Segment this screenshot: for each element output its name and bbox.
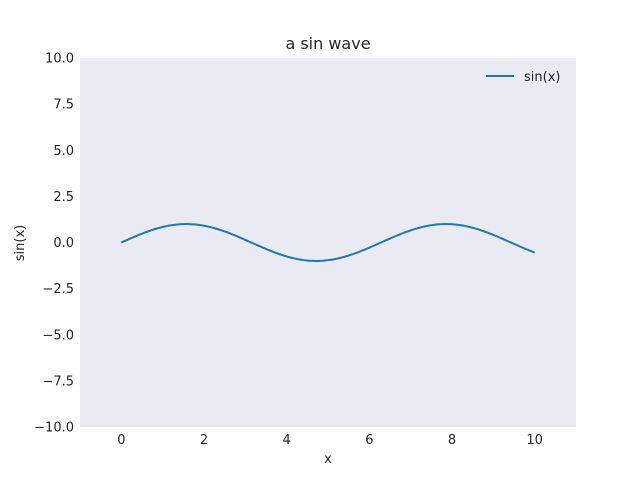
y-tick-label: −2.5 [42,282,74,297]
chart-title: a sin wave [285,34,370,53]
legend-label-sin: sin(x) [524,70,560,85]
y-tick-label: 2.5 [53,190,74,205]
y-tick-label: −5.0 [42,328,74,343]
legend: sin(x) [486,70,560,85]
x-tick-label: 0 [117,433,125,448]
plot-area [80,58,576,427]
y-tick-label: 10.0 [45,52,74,67]
series-line-sin [120,223,536,262]
y-tick-label: 0.0 [53,236,74,251]
x-tick-label: 6 [365,433,373,448]
x-tick-label: 4 [283,433,291,448]
y-tick-label: 7.5 [53,98,74,113]
x-tick-label: 8 [448,433,456,448]
y-tick-label: −10.0 [34,421,74,436]
y-axis-label: sin(x) [13,225,28,261]
x-axis-ticks: 0 2 4 6 8 10 [117,433,543,448]
x-axis-label: x [324,452,332,467]
x-tick-label: 2 [200,433,208,448]
y-axis-ticks: 10.0 7.5 5.0 2.5 0.0 −2.5 −5.0 −7.5 −10.0 [34,52,74,436]
x-tick-label: 10 [526,433,543,448]
y-tick-label: −7.5 [42,374,74,389]
y-tick-label: 5.0 [53,144,74,159]
series-layer [120,223,536,262]
